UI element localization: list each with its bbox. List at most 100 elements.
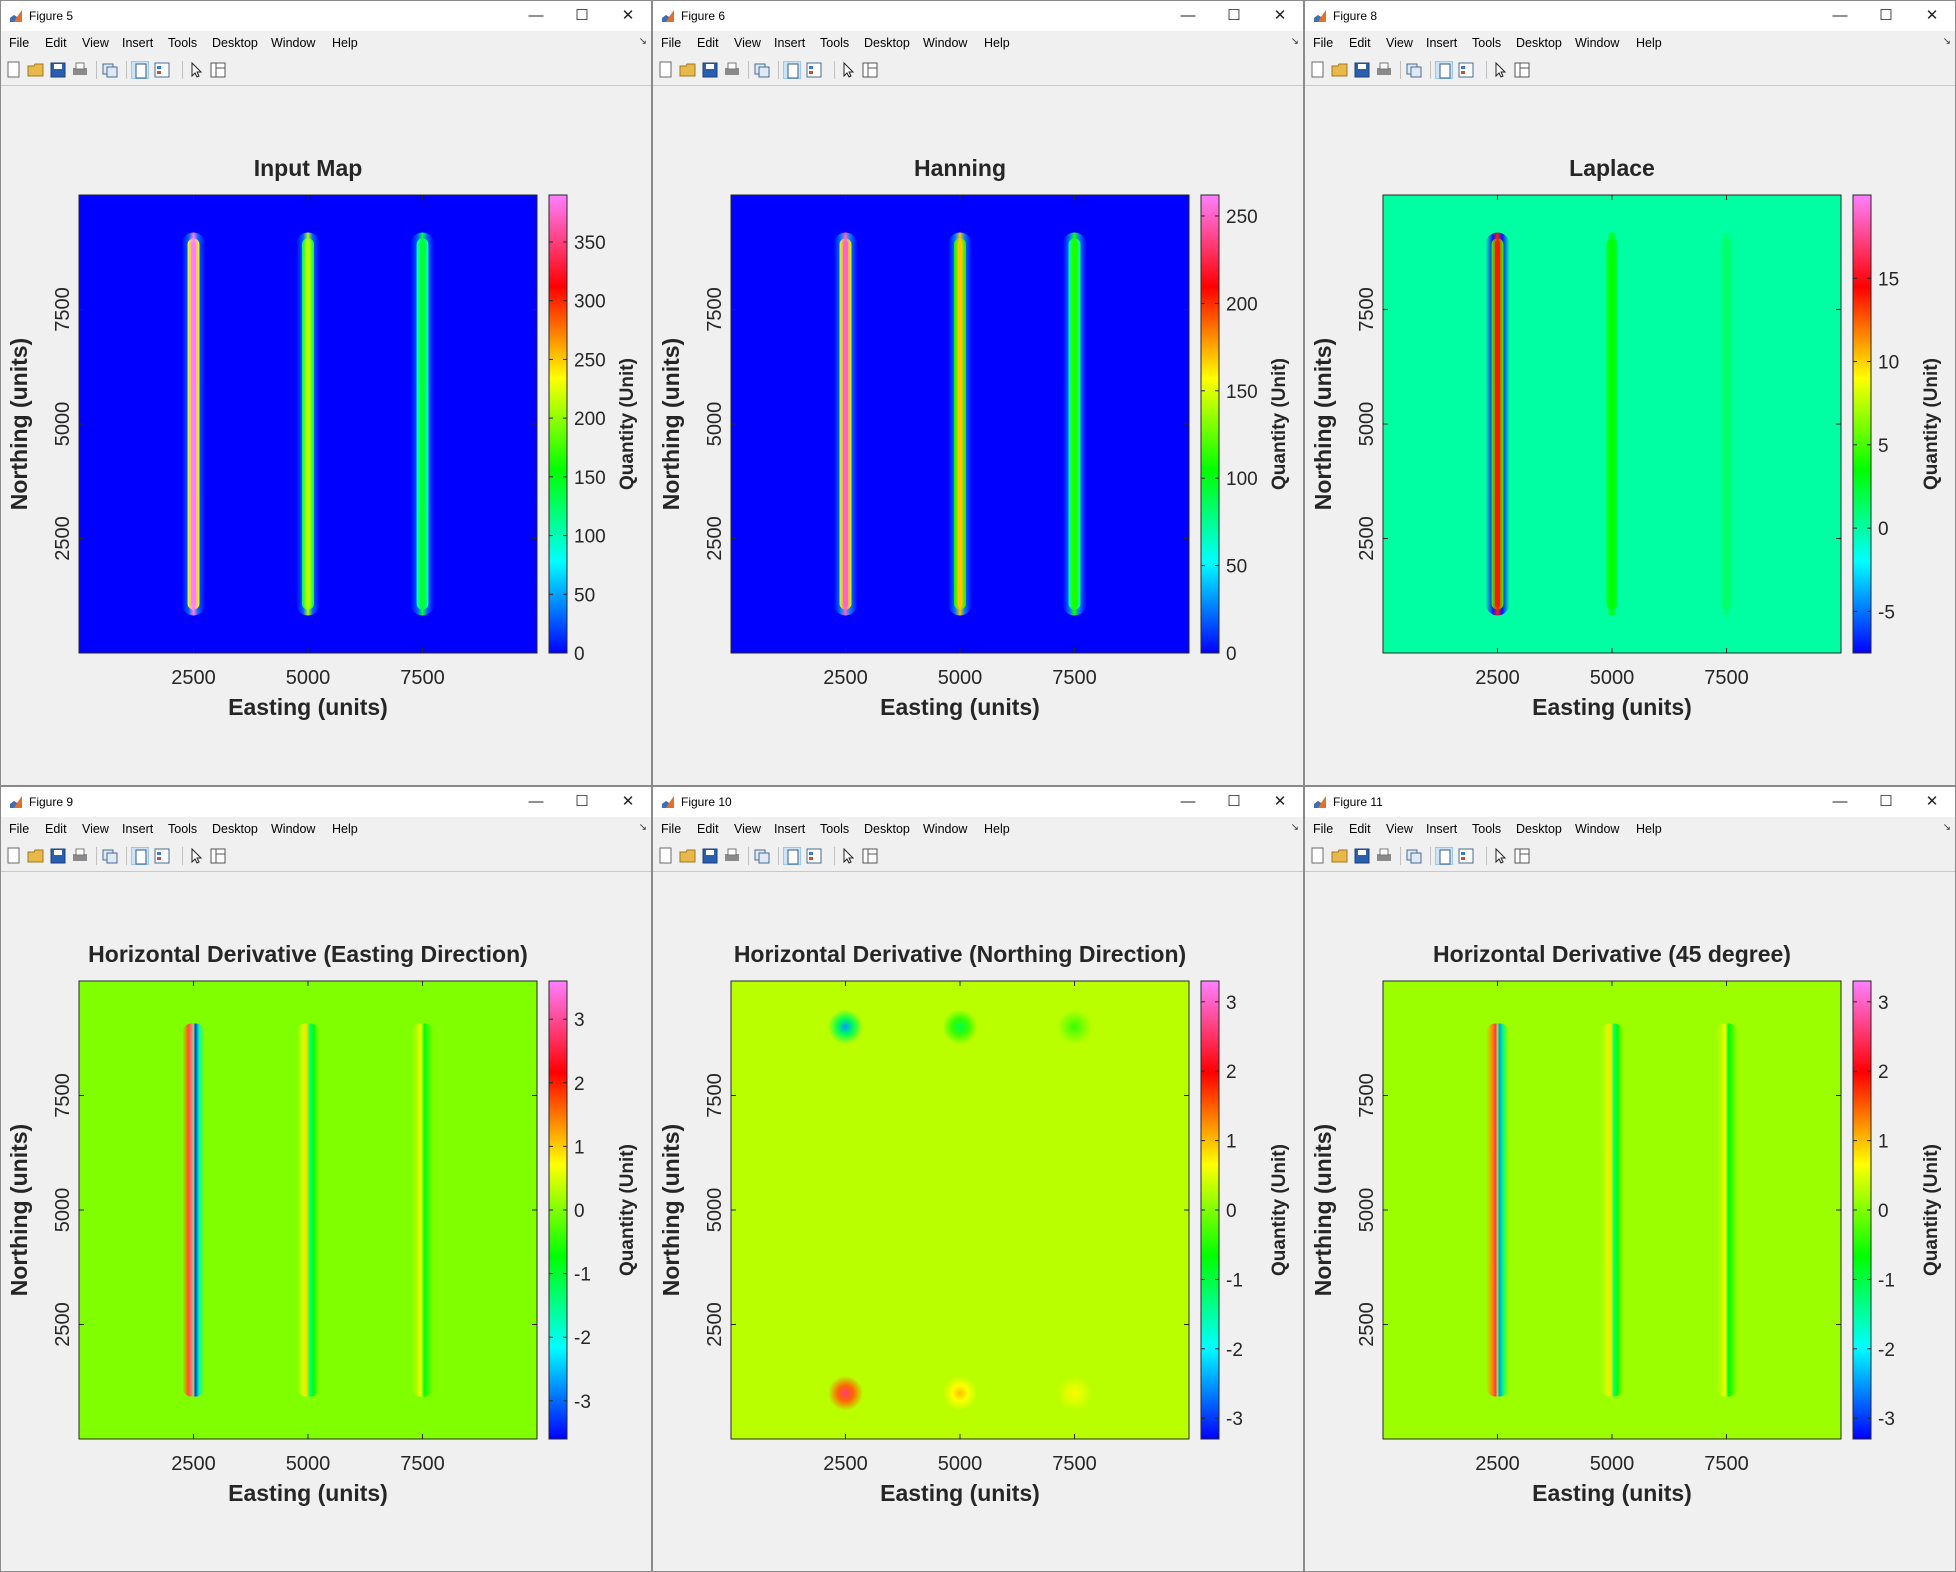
new-figure-icon[interactable] xyxy=(657,61,675,79)
minimize-button[interactable]: — xyxy=(1832,7,1848,24)
menu-window[interactable]: Window xyxy=(923,822,968,836)
title-bar[interactable]: Figure 11 — ☐ ✕ xyxy=(1305,787,1955,817)
menu-desktop[interactable]: Desktop xyxy=(212,822,258,836)
dock-arrow-icon[interactable]: ↘ xyxy=(1942,36,1951,47)
open-file-icon[interactable] xyxy=(1331,61,1349,79)
menu-file[interactable]: File xyxy=(1313,822,1334,836)
new-figure-icon[interactable] xyxy=(657,847,675,865)
dock-figure-icon[interactable] xyxy=(783,847,801,865)
maximize-button[interactable]: ☐ xyxy=(1879,7,1893,24)
menu-insert[interactable]: Insert xyxy=(122,822,154,836)
save-icon[interactable] xyxy=(1353,847,1371,865)
dock-arrow-icon[interactable]: ↘ xyxy=(1290,822,1299,833)
menu-help[interactable]: Help xyxy=(1636,822,1662,836)
pointer-icon[interactable] xyxy=(187,61,205,79)
open-file-icon[interactable] xyxy=(1331,847,1349,865)
menu-view[interactable]: View xyxy=(734,822,761,836)
dock-arrow-icon[interactable]: ↘ xyxy=(1290,36,1299,47)
menu-desktop[interactable]: Desktop xyxy=(1516,822,1562,836)
menu-insert[interactable]: Insert xyxy=(122,36,154,50)
property-inspector-icon[interactable] xyxy=(805,847,823,865)
link-plot-icon[interactable] xyxy=(101,847,119,865)
figure-window[interactable]: Figure 11 — ☐ ✕ File Edit View Insert Tools Deskt… xyxy=(1304,786,1956,1572)
link-plot-icon[interactable] xyxy=(101,61,119,79)
menu-insert[interactable]: Insert xyxy=(1426,822,1458,836)
title-bar[interactable]: Figure 8 — ☐ ✕ xyxy=(1305,1,1955,31)
menu-tools[interactable]: Tools xyxy=(168,36,198,50)
menu-window[interactable]: Window xyxy=(1575,822,1620,836)
colorbar[interactable] xyxy=(548,194,568,654)
figure-canvas[interactable]: Horizontal Derivative (45 degree) 2500 500… xyxy=(1305,872,1955,1570)
menu-tools[interactable]: Tools xyxy=(1472,822,1502,836)
title-bar[interactable]: Figure 10 — ☐ ✕ xyxy=(653,787,1303,817)
menu-view[interactable]: View xyxy=(734,36,761,50)
dock-arrow-icon[interactable]: ↘ xyxy=(1942,822,1951,833)
print-icon[interactable] xyxy=(71,61,89,79)
menu-tools[interactable]: Tools xyxy=(168,822,198,836)
close-button[interactable]: ✕ xyxy=(1925,7,1939,24)
maximize-button[interactable]: ☐ xyxy=(1227,7,1241,24)
plot-browser-icon[interactable] xyxy=(1513,847,1531,865)
maximize-button[interactable]: ☐ xyxy=(1879,793,1893,810)
menu-edit[interactable]: Edit xyxy=(1349,822,1371,836)
menu-tools[interactable]: Tools xyxy=(820,36,850,50)
dock-arrow-icon[interactable]: ↘ xyxy=(638,36,647,47)
link-plot-icon[interactable] xyxy=(1405,61,1423,79)
title-bar[interactable]: Figure 5 — ☐ ✕ xyxy=(1,1,651,31)
figure-canvas[interactable]: Horizontal Derivative (Northing Directio… xyxy=(653,872,1303,1570)
maximize-button[interactable]: ☐ xyxy=(575,793,589,810)
save-icon[interactable] xyxy=(701,847,719,865)
plot-browser-icon[interactable] xyxy=(209,61,227,79)
open-file-icon[interactable] xyxy=(679,847,697,865)
close-button[interactable]: ✕ xyxy=(1273,793,1287,810)
menu-window[interactable]: Window xyxy=(1575,36,1620,50)
menu-edit[interactable]: Edit xyxy=(1349,36,1371,50)
menu-view[interactable]: View xyxy=(1386,822,1413,836)
menu-window[interactable]: Window xyxy=(923,36,968,50)
new-figure-icon[interactable] xyxy=(1309,61,1327,79)
open-file-icon[interactable] xyxy=(679,61,697,79)
menu-edit[interactable]: Edit xyxy=(45,822,67,836)
close-button[interactable]: ✕ xyxy=(1925,793,1939,810)
menu-insert[interactable]: Insert xyxy=(1426,36,1458,50)
pointer-icon[interactable] xyxy=(839,847,857,865)
property-inspector-icon[interactable] xyxy=(153,61,171,79)
menu-window[interactable]: Window xyxy=(271,822,316,836)
plot-browser-icon[interactable] xyxy=(1513,61,1531,79)
menu-file[interactable]: File xyxy=(9,822,30,836)
title-bar[interactable]: Figure 6 — ☐ ✕ xyxy=(653,1,1303,31)
dock-arrow-icon[interactable]: ↘ xyxy=(638,822,647,833)
menu-help[interactable]: Help xyxy=(984,36,1010,50)
minimize-button[interactable]: — xyxy=(1180,793,1196,810)
colorbar[interactable] xyxy=(1200,194,1220,654)
minimize-button[interactable]: — xyxy=(1180,7,1196,24)
figure-window[interactable]: Figure 10 — ☐ ✕ File Edit View Insert Tools Deskt… xyxy=(652,786,1304,1572)
menu-desktop[interactable]: Desktop xyxy=(212,36,258,50)
print-icon[interactable] xyxy=(1375,847,1393,865)
property-inspector-icon[interactable] xyxy=(153,847,171,865)
dock-figure-icon[interactable] xyxy=(131,61,149,79)
print-icon[interactable] xyxy=(723,847,741,865)
menu-insert[interactable]: Insert xyxy=(774,822,806,836)
menu-window[interactable]: Window xyxy=(271,36,316,50)
figure-window[interactable]: Figure 8 — ☐ ✕ File Edit View Insert Tools Deskto… xyxy=(1304,0,1956,786)
menu-tools[interactable]: Tools xyxy=(820,822,850,836)
minimize-button[interactable]: — xyxy=(528,793,544,810)
menu-desktop[interactable]: Desktop xyxy=(864,822,910,836)
menu-view[interactable]: View xyxy=(82,36,109,50)
minimize-button[interactable]: — xyxy=(1832,793,1848,810)
pointer-icon[interactable] xyxy=(839,61,857,79)
menu-file[interactable]: File xyxy=(661,822,682,836)
dock-figure-icon[interactable] xyxy=(1435,61,1453,79)
menu-view[interactable]: View xyxy=(82,822,109,836)
new-figure-icon[interactable] xyxy=(5,61,23,79)
close-button[interactable]: ✕ xyxy=(1273,7,1287,24)
figure-canvas[interactable]: Horizontal Derivative (Easting Direction… xyxy=(1,872,651,1570)
menu-edit[interactable]: Edit xyxy=(697,36,719,50)
figure-window[interactable]: Figure 6 — ☐ ✕ File Edit View Insert Tools Deskto… xyxy=(652,0,1304,786)
link-plot-icon[interactable] xyxy=(753,847,771,865)
menu-file[interactable]: File xyxy=(661,36,682,50)
menu-edit[interactable]: Edit xyxy=(45,36,67,50)
